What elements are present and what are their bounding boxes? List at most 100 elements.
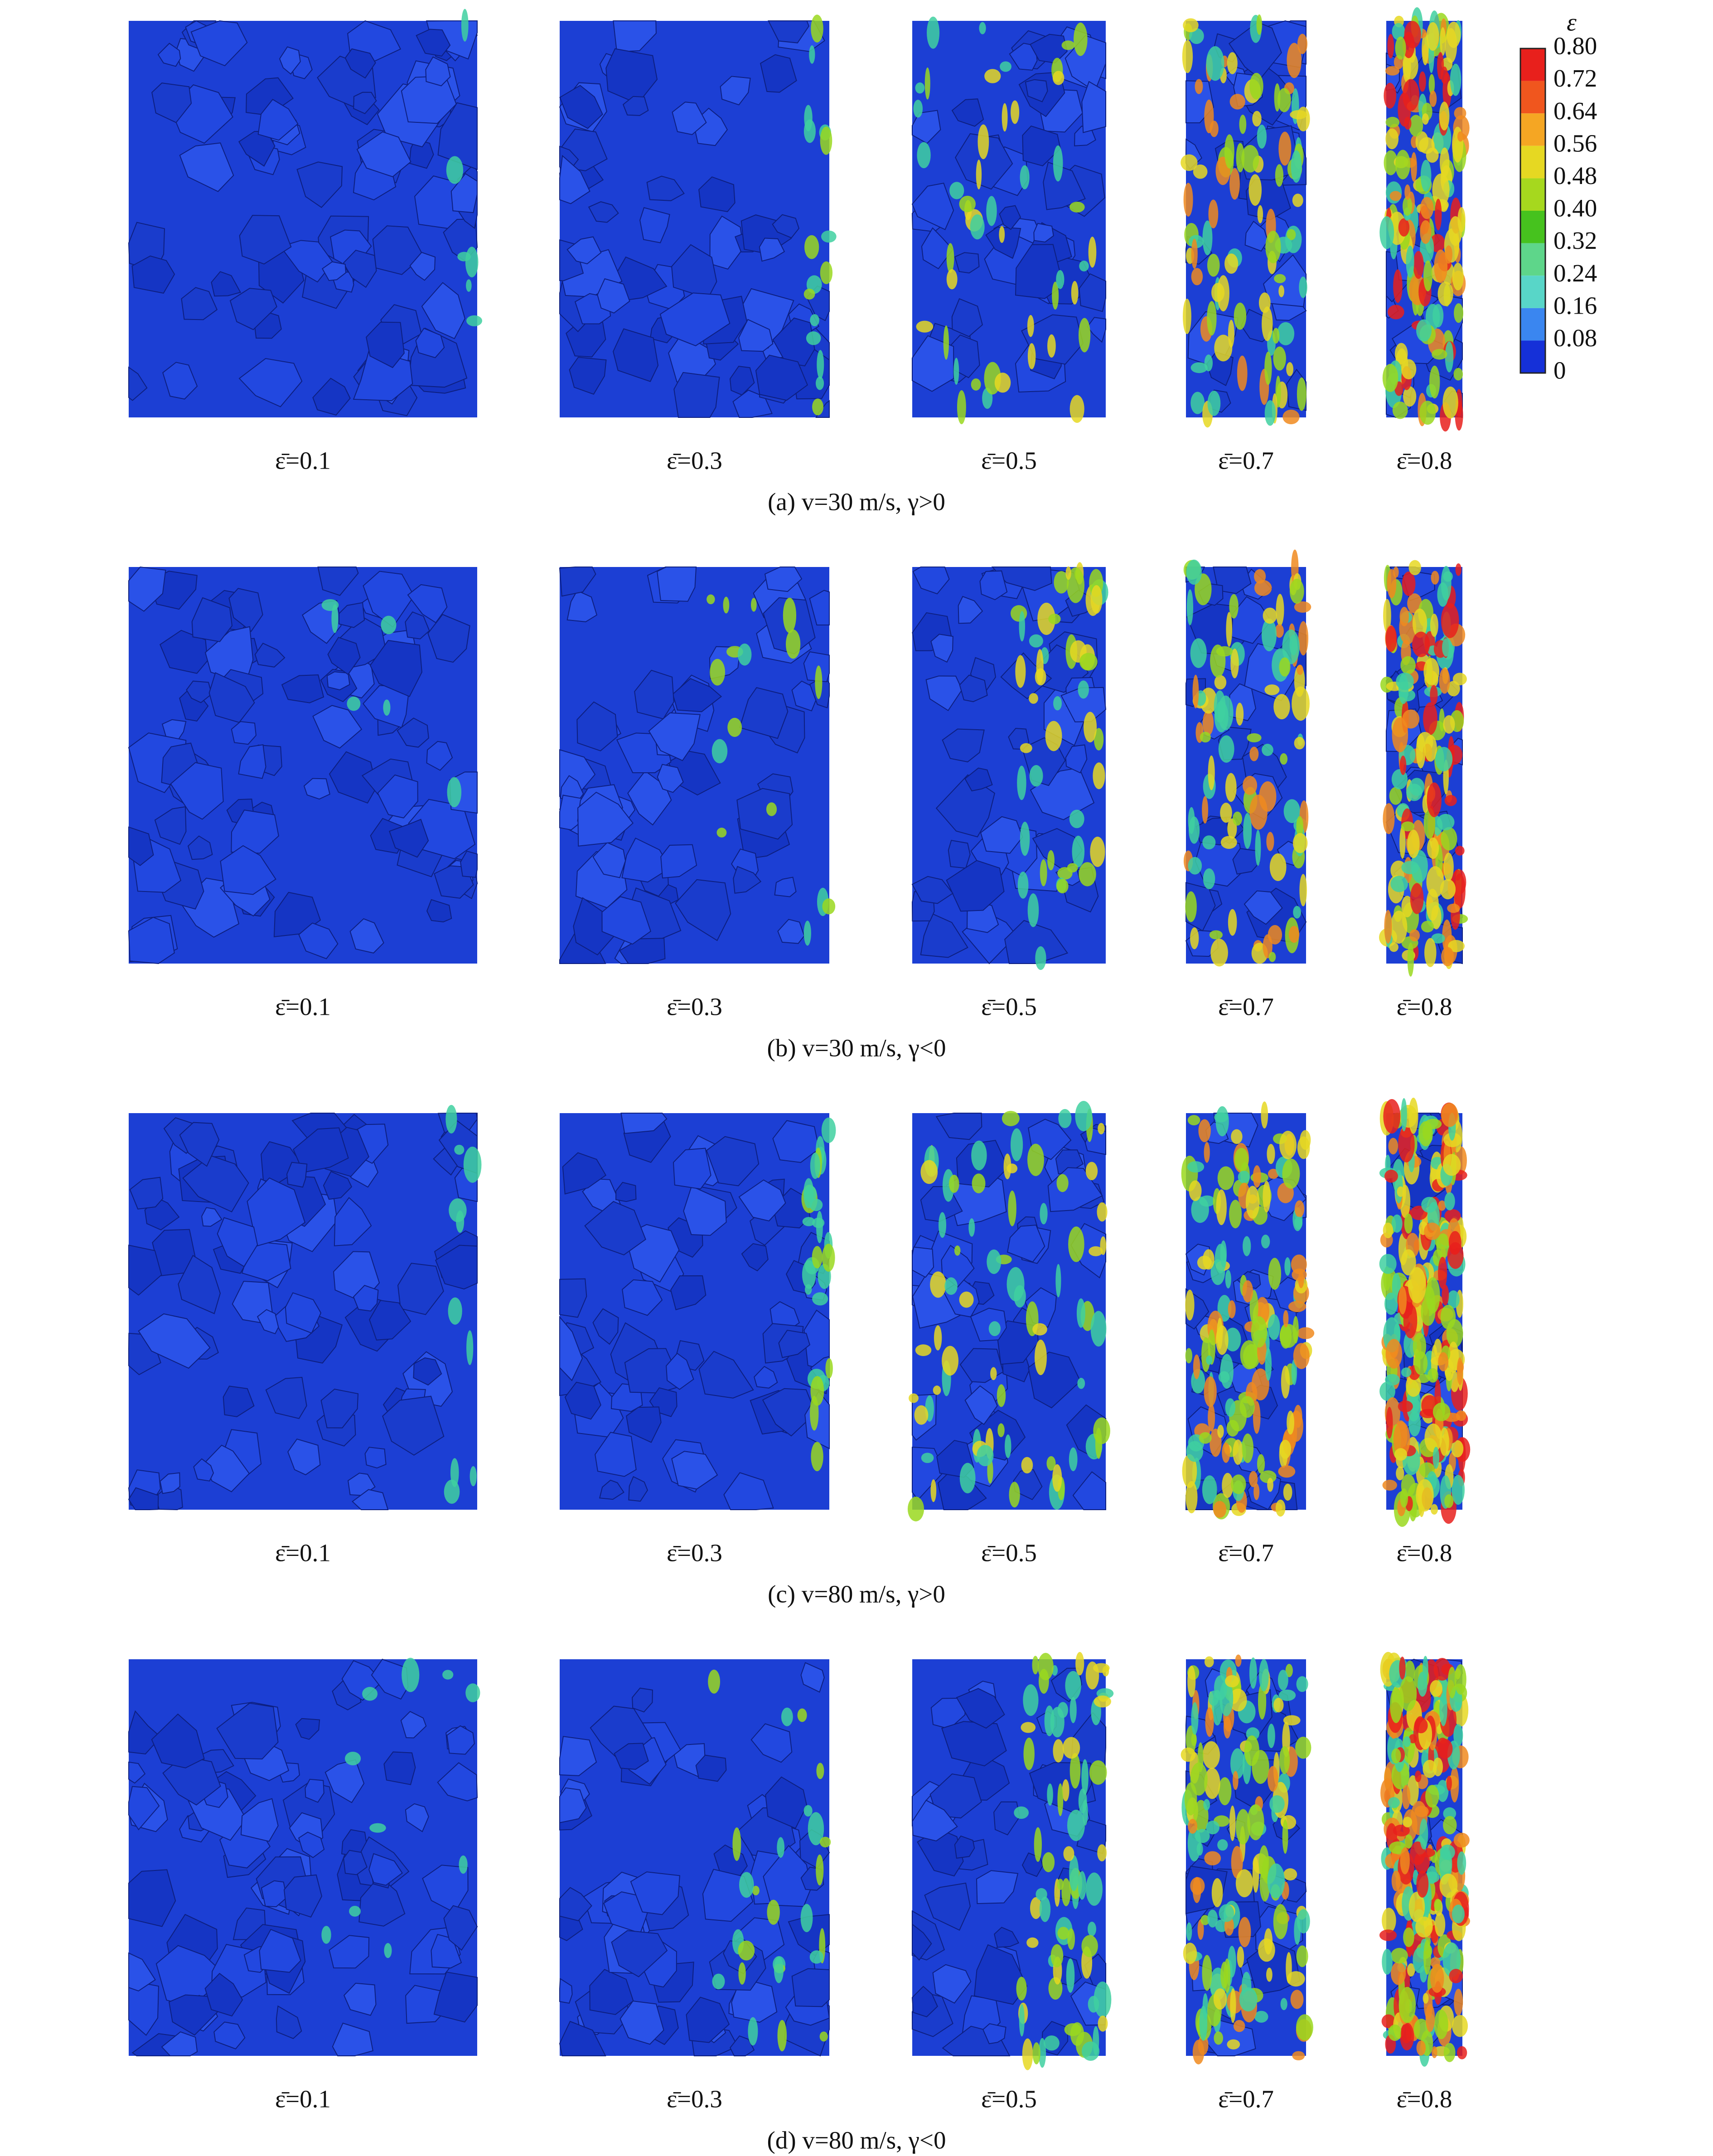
strain-hotspot xyxy=(1413,251,1424,279)
strain-hotspot xyxy=(1064,2023,1082,2036)
grain xyxy=(128,1952,156,1991)
grain xyxy=(229,288,277,330)
grain xyxy=(446,1725,475,1755)
strain-hotspot xyxy=(1224,253,1239,274)
strain-hotspot xyxy=(1202,220,1213,256)
strain-hotspot xyxy=(1438,1352,1449,1371)
strain-hotspot xyxy=(1428,1368,1438,1383)
strain-hotspot xyxy=(1416,319,1432,342)
strain-hotspot xyxy=(1217,1166,1234,1190)
strain-hotspot xyxy=(1400,1488,1408,1508)
strain-hotspot xyxy=(820,126,832,155)
colorbar-segment xyxy=(1520,48,1545,81)
strain-hotspot xyxy=(712,1973,725,1990)
strain-hotspot xyxy=(777,2020,787,2052)
colorbar-segment xyxy=(1520,340,1545,373)
grain xyxy=(353,349,413,402)
grain xyxy=(407,584,448,624)
grain xyxy=(597,278,630,314)
row-caption: (b) v=30 m/s, γ<0 xyxy=(767,1034,946,1062)
strain-hotspot xyxy=(1416,1479,1434,1512)
strain-label: ε̄=0.7 xyxy=(1218,447,1274,475)
grain xyxy=(911,1799,958,1841)
colorbar-tick-label: 0.32 xyxy=(1553,227,1597,254)
strain-hotspot xyxy=(1202,1475,1217,1504)
strain-hotspot xyxy=(916,320,934,333)
grain xyxy=(673,1148,711,1190)
strain-hotspot xyxy=(1399,826,1406,859)
strain-hotspot xyxy=(1447,1290,1460,1308)
strain-hotspot xyxy=(1437,1739,1453,1759)
strain-hotspot xyxy=(444,1479,460,1504)
strain-hotspot xyxy=(1249,746,1259,761)
strain-hotspot xyxy=(381,615,397,635)
strain-hotspot xyxy=(362,1687,378,1701)
strain-panel xyxy=(1379,1097,1471,1527)
strain-hotspot xyxy=(1184,1782,1197,1816)
strain-hotspot xyxy=(1023,1684,1039,1716)
strain-hotspot xyxy=(815,665,823,699)
strain-hotspot xyxy=(1384,82,1397,109)
strain-hotspot xyxy=(1088,237,1097,268)
strain-hotspot xyxy=(1185,1289,1195,1321)
strain-hotspot xyxy=(1035,668,1046,686)
strain-hotspot xyxy=(1283,1715,1301,1725)
grain xyxy=(559,1316,583,1381)
strain-hotspot xyxy=(1217,1424,1224,1438)
strain-label: ε̄=0.5 xyxy=(981,2085,1037,2113)
strain-hotspot xyxy=(732,1827,741,1861)
strain-hotspot xyxy=(1057,1879,1064,1890)
strain-hotspot xyxy=(1379,1929,1397,1941)
strain-hotspot xyxy=(1243,775,1258,795)
strain-hotspot xyxy=(1452,673,1467,686)
grain xyxy=(932,1964,972,2004)
strain-hotspot xyxy=(1419,1818,1428,1850)
grain xyxy=(911,183,954,230)
strain-hotspot xyxy=(1069,395,1084,423)
strain-hotspot xyxy=(1243,1236,1251,1256)
grain xyxy=(559,567,596,597)
strain-hotspot xyxy=(1032,1323,1047,1336)
strain-hotspot xyxy=(1067,567,1085,603)
strain-hotspot xyxy=(1277,322,1295,345)
grain xyxy=(942,728,985,763)
grain xyxy=(181,287,218,320)
strain-hotspot xyxy=(1198,1119,1211,1143)
strain-hotspot xyxy=(1389,787,1403,805)
strain-hotspot xyxy=(1272,328,1280,344)
strain-hotspot xyxy=(944,1277,958,1295)
strain-hotspot xyxy=(1002,103,1008,132)
strain-hotspot xyxy=(1056,1174,1069,1192)
strain-hotspot xyxy=(1094,1696,1111,1708)
strain-hotspot xyxy=(1443,571,1453,582)
strain-hotspot xyxy=(1229,1805,1236,1841)
strain-hotspot xyxy=(1273,1697,1284,1713)
strain-hotspot xyxy=(1077,1378,1085,1389)
strain-hotspot xyxy=(1258,1845,1269,1879)
strain-hotspot xyxy=(783,597,797,633)
grain xyxy=(421,282,466,339)
strain-hotspot xyxy=(1069,201,1085,213)
strain-hotspot xyxy=(1218,695,1234,730)
strain-hotspot xyxy=(1191,1733,1197,1746)
strain-hotspot xyxy=(1441,603,1459,638)
strain-hotspot xyxy=(469,1466,477,1487)
grain xyxy=(646,175,685,201)
strain-hotspot xyxy=(1188,816,1200,844)
strain-hotspot xyxy=(1072,835,1085,867)
grain xyxy=(622,96,649,116)
strain-hotspot xyxy=(1204,1376,1217,1407)
strain-hotspot xyxy=(331,604,339,633)
grain xyxy=(985,226,1021,259)
strain-hotspot xyxy=(1015,655,1026,688)
grain xyxy=(980,816,1023,854)
strain-hotspot xyxy=(1403,1927,1414,1948)
strain-hotspot xyxy=(1394,343,1408,364)
strain-hotspot xyxy=(1037,1652,1054,1681)
grain xyxy=(369,640,422,698)
strain-hotspot xyxy=(1401,2024,1412,2044)
strain-hotspot xyxy=(706,594,715,605)
strain-label: ε̄=0.1 xyxy=(275,447,331,475)
strain-hotspot xyxy=(1215,1325,1229,1355)
grain xyxy=(912,1986,938,2018)
